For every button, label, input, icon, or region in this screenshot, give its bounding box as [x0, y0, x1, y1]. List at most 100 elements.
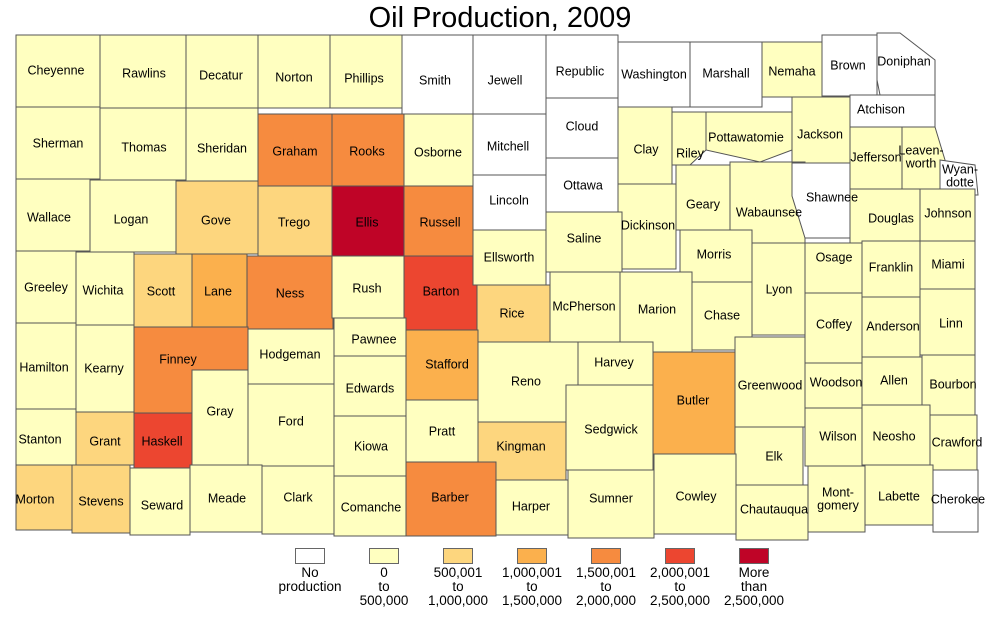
county-label-sedgwick: Sedgwick	[584, 422, 638, 436]
county-label-ford: Ford	[278, 414, 304, 428]
county-label-linn: Linn	[939, 316, 963, 330]
county-label-thomas: Thomas	[121, 140, 166, 154]
county-label-russell: Russell	[420, 215, 461, 229]
county-label-nemaha: Nemaha	[768, 64, 815, 78]
county-label-allen: Allen	[880, 373, 908, 387]
county-label-barber: Barber	[431, 490, 469, 504]
county-label-hodgeman: Hodgeman	[259, 347, 320, 361]
county-label-cheyenne: Cheyenne	[28, 63, 85, 77]
county-label-marion: Marion	[638, 302, 676, 316]
legend-swatch	[665, 548, 695, 564]
county-label-mitchell: Mitchell	[487, 139, 529, 153]
county-label-saline: Saline	[567, 231, 602, 245]
county-label-phillips: Phillips	[344, 71, 384, 85]
county-label-clay: Clay	[633, 142, 659, 156]
county-label-kingman: Kingman	[496, 439, 545, 453]
county-label-butler: Butler	[677, 393, 710, 407]
county-label-jackson: Jackson	[797, 127, 843, 141]
county-label-stevens: Stevens	[78, 494, 123, 508]
county-label-sherman: Sherman	[33, 136, 84, 150]
legend-swatch	[443, 548, 473, 564]
county-label-dickinson: Dickinson	[621, 218, 675, 232]
county-label-comanche: Comanche	[341, 500, 401, 514]
county-label-marshall: Marshall	[702, 66, 749, 80]
county-label-shawnee: Shawnee	[806, 190, 858, 204]
county-label-cloud: Cloud	[566, 119, 599, 133]
county-label-wabaunsee: Wabaunsee	[736, 205, 802, 219]
county-label-coffey: Coffey	[816, 317, 853, 331]
county-label-edwards: Edwards	[346, 381, 395, 395]
legend-label: 1,500,001 to 2,000,000	[575, 565, 637, 608]
county-label-kearny: Kearny	[84, 361, 124, 375]
county-label-logan: Logan	[114, 212, 149, 226]
county-label-clark: Clark	[283, 490, 313, 504]
county-label-barton: Barton	[423, 284, 460, 298]
legend-item: 0 to 500,000	[344, 548, 424, 608]
county-wyan-dotte	[939, 159, 979, 196]
county-label-anderson: Anderson	[866, 319, 920, 333]
county-label-morton: Morton	[16, 492, 55, 506]
county-label-rush: Rush	[352, 281, 381, 295]
county-label-greenwood: Greenwood	[738, 378, 803, 392]
county-label-gray: Gray	[206, 404, 234, 418]
county-label-geary: Geary	[686, 197, 721, 211]
county-label-doniphan: Doniphan	[877, 54, 931, 68]
county-label-johnson: Johnson	[924, 206, 971, 220]
county-label-republic: Republic	[556, 64, 605, 78]
county-label-labette: Labette	[878, 489, 920, 503]
county-label-bourbon: Bourbon	[929, 377, 976, 391]
county-label-rice: Rice	[499, 306, 524, 320]
county-label-miami: Miami	[931, 257, 964, 271]
county-label-harvey: Harvey	[594, 355, 634, 369]
county-label-kiowa: Kiowa	[354, 439, 388, 453]
county-label-wyan-dotte: Wyan-dotte	[942, 163, 978, 190]
county-label-cherokee: Cherokee	[931, 492, 985, 506]
county-label-pottawatomie: Pottawatomie	[708, 130, 784, 144]
county-label-graham: Graham	[272, 144, 317, 158]
county-barber	[405, 461, 497, 537]
county-label-osborne: Osborne	[414, 145, 462, 159]
legend-item: No production	[270, 548, 350, 594]
legend-label: More than 2,500,000	[723, 565, 785, 608]
map-title: Oil Production, 2009	[368, 2, 632, 34]
county-label-reno: Reno	[511, 374, 541, 388]
county-label-wilson: Wilson	[819, 429, 857, 443]
county-label-mcpherson: McPherson	[552, 299, 615, 313]
legend-swatch	[295, 548, 325, 564]
county-label-trego: Trego	[278, 215, 310, 229]
county-seward	[129, 467, 191, 536]
county-cherokee	[932, 469, 979, 533]
county-label-lincoln: Lincoln	[489, 193, 529, 207]
legend-label: No production	[278, 565, 342, 594]
legend-label: 2,000,001 to 2,500,000	[649, 565, 711, 608]
county-label-chase: Chase	[704, 308, 740, 322]
county-label-hamilton: Hamilton	[19, 360, 68, 374]
legend-item: 1,500,001 to 2,000,000	[566, 548, 646, 608]
county-label-elk: Elk	[765, 449, 783, 463]
county-label-greeley: Greeley	[24, 280, 69, 294]
county-label-douglas: Douglas	[868, 211, 914, 225]
county-shawnee	[791, 162, 851, 239]
legend-item: 1,000,001 to 1,500,000	[492, 548, 572, 608]
legend-label: 1,000,001 to 1,500,000	[501, 565, 563, 608]
county-label-riley: Riley	[676, 146, 705, 160]
county-label-finney: Finney	[159, 352, 197, 366]
legend-item: 2,000,001 to 2,500,000	[640, 548, 720, 608]
county-chautauqua	[735, 484, 809, 541]
county-label-atchison: Atchison	[857, 102, 905, 116]
county-label-wichita: Wichita	[83, 283, 124, 297]
legend: No production 0 to 500,000 500,001 to 1,000,000…	[270, 548, 810, 628]
county-label-decatur: Decatur	[199, 68, 243, 82]
county-label-morris: Morris	[697, 247, 732, 261]
legend-item: More than 2,500,000	[714, 548, 794, 608]
county-label-gove: Gove	[201, 213, 231, 227]
county-label-seward: Seward	[141, 498, 183, 512]
county-label-grant: Grant	[89, 434, 121, 448]
county-label-haskell: Haskell	[142, 434, 183, 448]
county-label-norton: Norton	[275, 70, 313, 84]
county-label-lyon: Lyon	[766, 282, 793, 296]
county-label-pratt: Pratt	[429, 424, 456, 438]
county-label-jewell: Jewell	[488, 73, 523, 87]
county-label-chautauqua: Chautauqua	[740, 502, 808, 516]
